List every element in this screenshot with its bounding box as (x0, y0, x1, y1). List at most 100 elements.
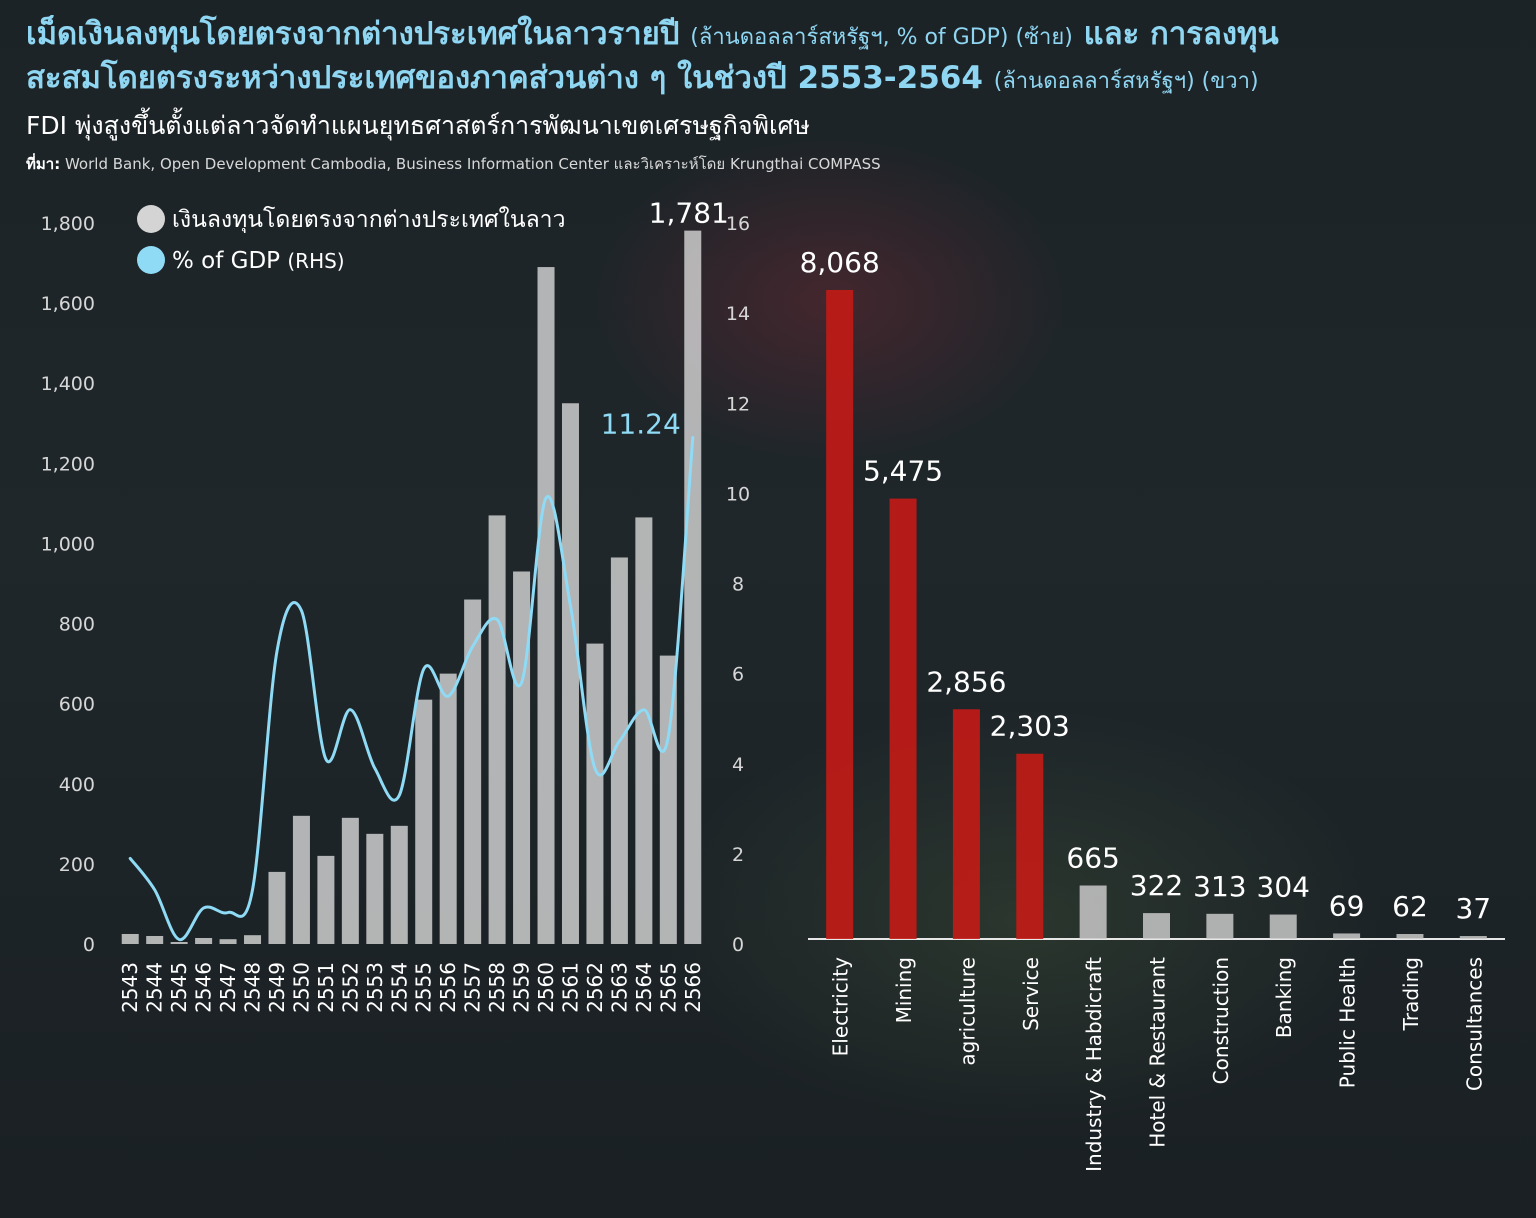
year-label-2543: 2543 (118, 962, 142, 1013)
year-label-2549: 2549 (265, 962, 289, 1013)
fdi-bar-2552 (341, 817, 359, 944)
fdi-bar-2564 (635, 517, 653, 944)
year-label-2550: 2550 (289, 962, 313, 1013)
fdi-bar-2557 (464, 599, 482, 944)
year-label-2562: 2562 (583, 962, 607, 1013)
sector-category-label: Mining (892, 957, 916, 1023)
legend-swatch-gdp (137, 246, 165, 274)
fdi-bar-2562 (586, 643, 604, 944)
year-label-2552: 2552 (338, 962, 362, 1013)
sector-category-label: Banking (1272, 957, 1296, 1038)
sector-value-label: 665 (1066, 842, 1119, 875)
fdi-bar-2544 (146, 935, 164, 944)
right-tick-label: 8 (732, 574, 744, 596)
gdp-line-group (128, 436, 695, 942)
sector-category-label: Construction (1209, 957, 1233, 1084)
left-tick-label: 800 (59, 614, 95, 636)
right-tick-label: 6 (732, 664, 744, 686)
title-main-2: สะสมโดยตรงระหว่างประเทศของภาคส่วนต่าง ๆ … (26, 60, 983, 96)
sector-value-label: 313 (1193, 870, 1246, 903)
sector-value-label: 37 (1455, 892, 1491, 925)
sector-category-label: Trading (1399, 957, 1423, 1031)
sector-bar-construction (1206, 913, 1234, 939)
fdi-bar-2546 (195, 937, 213, 944)
left-tick-label: 200 (59, 854, 95, 876)
sector-category-label: Consultances (1462, 957, 1486, 1091)
title-main-1: เม็ดเงินลงทุนโดยตรงจากต่างประเทศในลาวราย… (26, 16, 680, 52)
fdi-data-labels: 1,781 11.24 (601, 197, 729, 441)
fdi-bar-2551 (317, 855, 335, 944)
legend-label-gdp: % of GDP (RHS) (172, 248, 345, 274)
sector-bar-banking (1269, 914, 1297, 939)
fdi-bar-2560 (537, 267, 555, 944)
fdi-bar-2554 (390, 825, 408, 944)
year-label-2553: 2553 (363, 962, 387, 1013)
sector-value-label: 2,303 (990, 710, 1070, 743)
legend-label-gdp-name: % of GDP (172, 248, 280, 274)
sector-value-label: 8,068 (800, 246, 880, 279)
fdi-bar-2563 (610, 557, 628, 944)
year-label-2547: 2547 (216, 962, 240, 1013)
source-text: World Bank, Open Development Cambodia, B… (64, 155, 881, 173)
year-label-2551: 2551 (314, 962, 338, 1013)
right-tick-label: 10 (726, 483, 750, 505)
year-axis-labels: 2543 2544 2545 2546 2547 2548 2549 2550 2551 2552… (118, 962, 705, 1013)
fdi-bar-2549 (268, 871, 286, 944)
right-tick-label: 14 (726, 303, 750, 325)
fdi-bar-2561 (561, 403, 579, 944)
sector-value-label: 2,856 (926, 665, 1006, 698)
fdi-bar-2559 (513, 571, 531, 944)
fdi-bar-2556 (439, 673, 457, 944)
title-tail-1: และ การลงทุน (1083, 16, 1279, 52)
right-tick-label: 0 (732, 934, 744, 956)
sector-category-label: Service (1019, 957, 1043, 1031)
sector-value-label: 304 (1257, 871, 1310, 904)
sector-value-label: 69 (1329, 889, 1365, 922)
left-tick-label: 1,400 (41, 373, 95, 395)
sector-bar-mining (889, 498, 917, 939)
sector-bar-public-health (1333, 933, 1361, 939)
sector-chart: 8,068 Electricity 5,475 Mining 2,856 agricult… (800, 246, 1505, 1172)
sector-category-label: agriculture (955, 957, 979, 1066)
year-label-2545: 2545 (167, 962, 191, 1013)
title-line-1: เม็ดเงินลงทุนโดยตรงจากต่างประเทศในลาวราย… (26, 14, 1516, 58)
right-axis-ticks: 0 2 4 6 8 10 12 14 16 (726, 213, 750, 956)
title-line-2: สะสมโดยตรงระหว่างประเทศของภาคส่วนต่าง ๆ … (26, 58, 1516, 102)
fdi-bar-2566 (684, 230, 702, 945)
year-label-2548: 2548 (241, 962, 265, 1013)
sector-bar-consultances (1459, 936, 1487, 939)
left-axis-ticks: 0 200 400 600 800 1,000 1,200 1,400 1,600 1,800 (41, 213, 95, 956)
right-tick-label: 12 (726, 393, 750, 415)
left-tick-label: 1,000 (41, 533, 95, 555)
legend-label-fdi: เงินลงทุนโดยตรงจากต่างประเทศในลาว (172, 206, 566, 233)
legend: เงินลงทุนโดยตรงจากต่างประเทศในลาว % of G… (137, 205, 566, 274)
fdi-bar-2550 (292, 815, 310, 944)
sector-bar-service (1016, 753, 1044, 939)
sector-category-label: Electricity (829, 957, 853, 1057)
fdi-bar-label: 1,781 (649, 197, 729, 230)
left-tick-label: 1,800 (41, 213, 95, 235)
year-label-2565: 2565 (656, 962, 680, 1013)
sector-bar-electricity (826, 290, 854, 939)
left-tick-label: 400 (59, 774, 95, 796)
sector-bar-trading (1396, 934, 1424, 939)
right-tick-label: 16 (726, 213, 750, 235)
fdi-bars-group (121, 230, 702, 945)
legend-swatch-fdi (137, 205, 165, 233)
fdi-bar-2565 (659, 655, 677, 944)
sector-value-label: 62 (1392, 890, 1428, 923)
sector-category-label: Hotel & Restaurant (1146, 957, 1170, 1148)
year-label-2561: 2561 (558, 962, 582, 1013)
gdp-line-label: 11.24 (601, 407, 681, 440)
right-tick-label: 4 (732, 754, 744, 776)
subtitle: FDI พุ่งสูงขึ้นตั้งแต่ลาวจัดทำแผนยุทธศาส… (26, 111, 810, 140)
sector-category-label: Public Health (1336, 957, 1360, 1088)
year-label-2557: 2557 (461, 962, 485, 1013)
year-label-2563: 2563 (607, 962, 631, 1013)
fdi-bar-2558 (488, 515, 506, 944)
title-unit-2: (ล้านดอลลาร์สหรัฐฯ) (ขวา) (993, 69, 1259, 94)
sector-value-label: 322 (1130, 869, 1183, 902)
year-label-2558: 2558 (485, 962, 509, 1013)
